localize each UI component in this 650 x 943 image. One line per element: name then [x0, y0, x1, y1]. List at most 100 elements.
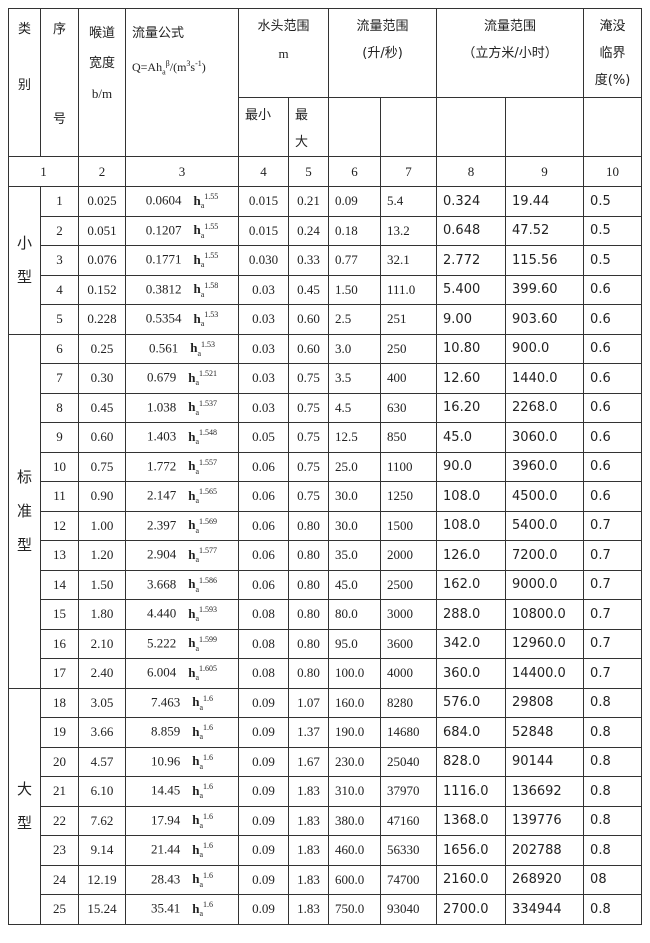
- cell-flow-m3h-max: 52848: [505, 717, 585, 748]
- cell-flow-m3h-min: 10.80: [436, 333, 507, 364]
- cell-flow-ls-max: 2000: [380, 540, 438, 571]
- cell-flow-ls-min: 3.5: [328, 363, 382, 394]
- cell-flow-ls-min: 12.5: [328, 422, 382, 453]
- cell-flow-ls-max: 1100: [380, 451, 438, 482]
- cell-flow-ls-max: 111.0: [380, 274, 438, 305]
- cell-head-max: 0.60: [287, 333, 330, 364]
- column-number: 7: [380, 156, 438, 187]
- cell-flow-ls-min: 35.0: [328, 540, 382, 571]
- cell-head-max: 1.37: [287, 717, 330, 748]
- table-row: 23 9.14 21.44 ha1.6 0.09 1.83 460.0 56330 1656.0…: [9, 835, 643, 866]
- cell-head-min: 0.06: [238, 540, 289, 571]
- cell-seq: 19: [40, 717, 79, 748]
- cell-flow-ls-max: 2500: [380, 569, 438, 600]
- cell-submergence: 0.7: [583, 510, 643, 541]
- cell-formula: 8.859 ha1.6: [125, 717, 239, 748]
- cell-flow-m3h-min: 2.772: [436, 245, 507, 276]
- cell-head-min: 0.06: [238, 569, 289, 600]
- cell-flow-m3h-min: 45.0: [436, 422, 507, 453]
- cell-flow-ls-min: 600.0: [328, 864, 382, 895]
- cell-throat-width: 12.19: [78, 864, 126, 895]
- cell-head-max: 0.80: [287, 569, 330, 600]
- cell-head-min: 0.09: [238, 717, 289, 748]
- cell-throat-width: 1.00: [78, 510, 126, 541]
- header-text: 度(%): [594, 73, 631, 88]
- cell-submergence: 0.8: [583, 717, 643, 748]
- cell-flow-m3h-min: 0.324: [436, 186, 507, 217]
- cell-formula: 0.1771 ha1.55: [125, 245, 239, 276]
- column-number: 2: [78, 156, 126, 187]
- header-throat-width: 喉道 宽度 b/m: [78, 8, 126, 157]
- table-row: 4 0.152 0.3812 ha1.58 0.03 0.45 1.50 111.0 5.400…: [9, 274, 643, 305]
- cell-flow-ls-min: 0.18: [328, 215, 382, 246]
- header-text: 序: [52, 22, 66, 37]
- cell-formula: 0.1207 ha1.55: [125, 215, 239, 246]
- cell-head-min: 0.09: [238, 894, 289, 925]
- header-flow-ls: 流量范围 (升/秒): [328, 8, 438, 98]
- cell-flow-ls-max: 32.1: [380, 245, 438, 276]
- category-label: 型: [16, 268, 32, 287]
- cell-head-max: 0.75: [287, 363, 330, 394]
- cell-flow-ls-min: 30.0: [328, 481, 382, 512]
- cell-head-min: 0.08: [238, 628, 289, 659]
- cell-flow-m3h-max: 9000.0: [505, 569, 585, 600]
- header-text: 临界: [599, 46, 626, 61]
- cell-throat-width: 15.24: [78, 894, 126, 925]
- cell-submergence: 0.6: [583, 363, 643, 394]
- cell-head-min: 0.08: [238, 599, 289, 630]
- cell-submergence: 0.5: [583, 245, 643, 276]
- header-text: （立方米/小时）: [462, 46, 558, 61]
- cell-submergence: 0.7: [583, 628, 643, 659]
- cell-submergence: 0.8: [583, 687, 643, 718]
- cell-formula: 7.463 ha1.6: [125, 687, 239, 718]
- cell-seq: 22: [40, 805, 79, 836]
- cell-flow-ls-min: 310.0: [328, 776, 382, 807]
- header-submergence: 淹没 临界 度(%): [583, 8, 643, 98]
- cell-flow-m3h-max: 3060.0: [505, 422, 585, 453]
- table-row: 10 0.75 1.772 ha1.557 0.06 0.75 25.0 1100 90.0 39…: [9, 451, 643, 482]
- cell-throat-width: 1.50: [78, 569, 126, 600]
- cell-flow-m3h-min: 90.0: [436, 451, 507, 482]
- cell-throat-width: 7.62: [78, 805, 126, 836]
- cell-seq: 15: [40, 599, 79, 630]
- cell-seq: 12: [40, 510, 79, 541]
- cell-throat-width: 0.228: [78, 304, 126, 335]
- cell-head-min: 0.03: [238, 392, 289, 423]
- cell-flow-m3h-min: 126.0: [436, 540, 507, 571]
- cell-head-min: 0.03: [238, 304, 289, 335]
- table-row: 17 2.40 6.004 ha1.605 0.08 0.80 100.0 4000 360.0…: [9, 658, 643, 689]
- header-text: 淹没: [599, 19, 626, 34]
- header-empty: [380, 97, 438, 157]
- category-cell: 小型: [8, 186, 41, 335]
- cell-throat-width: 0.30: [78, 363, 126, 394]
- cell-flow-m3h-max: 3960.0: [505, 451, 585, 482]
- cell-flow-m3h-max: 115.56: [505, 245, 585, 276]
- cell-head-min: 0.09: [238, 864, 289, 895]
- cell-flow-m3h-max: 12960.0: [505, 628, 585, 659]
- cell-flow-m3h-min: 9.00: [436, 304, 507, 335]
- parshall-flume-table: 类 别 序 号 喉道 宽度 b/m 流量公式 Q=Ahaβ/(m3s-1) 水头…: [8, 8, 643, 925]
- cell-flow-ls-max: 3600: [380, 628, 438, 659]
- category-label: 型: [16, 814, 32, 832]
- header-head-min: 最小: [238, 97, 289, 157]
- column-number: 6: [328, 156, 382, 187]
- cell-seq: 8: [40, 392, 79, 423]
- cell-formula: 14.45 ha1.6: [125, 776, 239, 807]
- cell-flow-ls-max: 400: [380, 363, 438, 394]
- cell-seq: 23: [40, 835, 79, 866]
- cell-flow-ls-max: 4000: [380, 658, 438, 689]
- cell-flow-m3h-min: 1656.0: [436, 835, 507, 866]
- cell-submergence: 0.8: [583, 894, 643, 925]
- cell-head-max: 0.75: [287, 481, 330, 512]
- category-cell: 大型: [8, 687, 41, 925]
- cell-seq: 13: [40, 540, 79, 571]
- table-row: 5 0.228 0.5354 ha1.53 0.03 0.60 2.5 251 9.00 903.…: [9, 304, 643, 335]
- cell-head-max: 1.83: [287, 864, 330, 895]
- cell-submergence: 0.7: [583, 658, 643, 689]
- cell-flow-m3h-max: 5400.0: [505, 510, 585, 541]
- cell-flow-m3h-min: 0.648: [436, 215, 507, 246]
- cell-throat-width: 3.66: [78, 717, 126, 748]
- cell-flow-ls-max: 3000: [380, 599, 438, 630]
- cell-flow-ls-min: 30.0: [328, 510, 382, 541]
- cell-flow-m3h-max: 10800.0: [505, 599, 585, 630]
